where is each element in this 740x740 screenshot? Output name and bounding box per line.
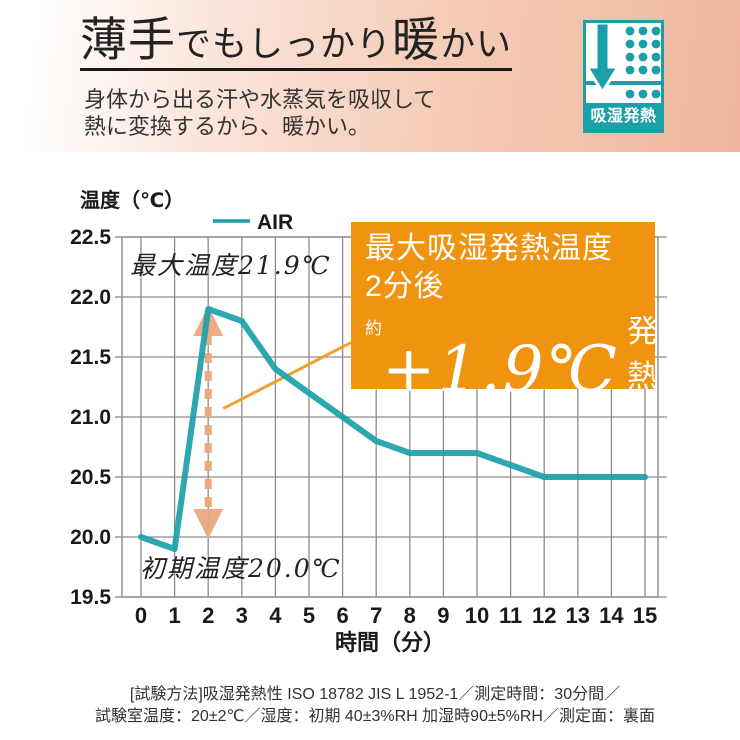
title-part: かい <box>440 25 513 64</box>
callout-line2: 2分後 <box>365 270 445 303</box>
svg-text:12: 12 <box>532 603 556 628</box>
svg-text:9: 9 <box>437 603 449 628</box>
svg-text:8: 8 <box>404 603 416 628</box>
page-subtitle: 身体から出る汗や水蒸気を吸収して 熱に変換するから、暖かい。 <box>84 86 435 140</box>
svg-text:0: 0 <box>135 603 147 628</box>
svg-text:6: 6 <box>336 603 348 628</box>
svg-text:15: 15 <box>633 603 657 628</box>
svg-text:21.0: 21.0 <box>70 406 111 429</box>
svg-text:19.5: 19.5 <box>70 586 111 609</box>
callout-approx: 約 <box>365 319 382 338</box>
moisture-heat-icon <box>586 23 661 103</box>
moisture-heat-badge: 吸湿発熱 <box>583 20 664 133</box>
svg-text:時間（分）: 時間（分） <box>335 630 445 655</box>
title-part: 暖 <box>392 13 441 66</box>
svg-text:21.5: 21.5 <box>70 346 111 369</box>
max-temp-annotation: 最大温度21.9℃ <box>130 251 332 280</box>
svg-text:7: 7 <box>370 603 382 628</box>
callout-value: +1.9℃ <box>382 333 619 408</box>
svg-text:10: 10 <box>465 603 489 628</box>
svg-text:1: 1 <box>168 603 180 628</box>
footnote-line: 試験室温度：20±2℃／湿度：初期 40±3%RH 加湿時90±5%RH／測定面… <box>95 708 655 725</box>
svg-text:温度（℃）: 温度（℃） <box>80 188 184 212</box>
svg-text:5: 5 <box>303 603 315 628</box>
subtitle-line: 熱に変換するから、暖かい。 <box>84 114 371 139</box>
callout-line1: 最大吸湿発熱温度 <box>365 232 613 265</box>
svg-text:22.0: 22.0 <box>70 286 111 309</box>
svg-text:13: 13 <box>566 603 590 628</box>
title-part: でもしっかり <box>176 25 393 64</box>
subtitle-line: 身体から出る汗や水蒸気を吸収して <box>84 87 436 112</box>
callout-suffix: 発熱 <box>627 314 658 394</box>
badge-label: 吸湿発熱 <box>590 108 657 125</box>
svg-text:2: 2 <box>202 603 214 628</box>
test-method-note: [試験方法]吸湿発熱性 ISO 18782 JIS L 1952-1／測定時間：… <box>30 684 720 728</box>
svg-text:4: 4 <box>269 603 282 628</box>
svg-text:20.0: 20.0 <box>70 526 111 549</box>
svg-text:11: 11 <box>499 603 522 628</box>
title-part: 薄手 <box>80 13 176 66</box>
svg-text:20.5: 20.5 <box>70 466 111 489</box>
svg-text:14: 14 <box>599 603 624 628</box>
svg-text:22.5: 22.5 <box>70 226 111 249</box>
svg-text:AIR: AIR <box>257 211 293 234</box>
initial-temp-annotation: 初期温度20.0℃ <box>140 554 342 583</box>
svg-text:3: 3 <box>236 603 248 628</box>
heat-gain-callout: 最大吸湿発熱温度 2分後 約 +1.9℃ 発熱 <box>351 222 658 402</box>
page-title: 薄手でもしっかり暖かい <box>80 13 513 71</box>
header-banner: 薄手でもしっかり暖かい 身体から出る汗や水蒸気を吸収して 熱に変換するから、暖か… <box>0 0 740 152</box>
footnote-line: [試験方法]吸湿発熱性 ISO 18782 JIS L 1952-1／測定時間：… <box>129 686 621 703</box>
temperature-chart: 19.520.020.521.021.522.022.50 1 2 3 4 5 6 7 8 9 10… <box>70 188 667 655</box>
callout-value-row: 約 +1.9℃ 発熱 <box>365 306 658 408</box>
